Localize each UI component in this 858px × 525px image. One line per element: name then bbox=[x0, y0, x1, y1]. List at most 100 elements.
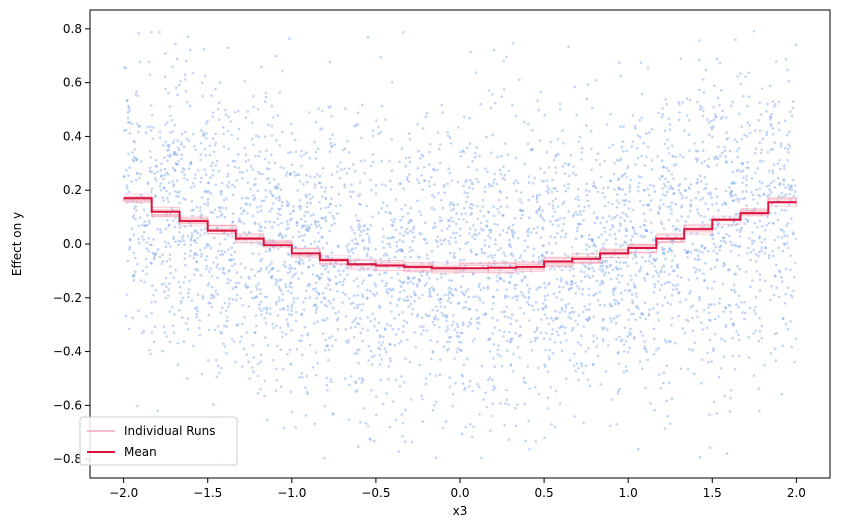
scatter-point bbox=[210, 293, 213, 297]
scatter-point bbox=[747, 95, 751, 99]
scatter-point bbox=[656, 303, 659, 306]
scatter-point bbox=[601, 268, 605, 271]
scatter-point bbox=[576, 366, 580, 370]
scatter-point bbox=[352, 336, 356, 339]
scatter-point bbox=[219, 189, 223, 193]
scatter-point bbox=[666, 190, 669, 193]
scatter-point bbox=[785, 224, 788, 227]
scatter-point bbox=[283, 260, 286, 264]
scatter-point bbox=[617, 302, 620, 306]
scatter-point bbox=[582, 421, 585, 425]
scatter-point bbox=[432, 288, 435, 291]
scatter-point bbox=[695, 309, 698, 313]
scatter-point bbox=[185, 322, 188, 325]
scatter-point bbox=[649, 208, 652, 211]
scatter-point bbox=[377, 346, 380, 350]
scatter-point bbox=[640, 312, 643, 315]
scatter-point bbox=[440, 229, 444, 232]
scatter-point bbox=[592, 294, 595, 297]
scatter-point bbox=[305, 195, 308, 199]
scatter-point bbox=[547, 283, 550, 286]
scatter-point bbox=[431, 320, 435, 324]
scatter-point bbox=[365, 228, 369, 231]
scatter-point bbox=[409, 229, 412, 233]
scatter-point bbox=[788, 186, 792, 189]
scatter-point bbox=[349, 195, 353, 199]
scatter-point bbox=[567, 315, 570, 319]
scatter-point bbox=[233, 185, 237, 189]
scatter-point bbox=[363, 246, 366, 249]
scatter-point bbox=[312, 213, 315, 216]
scatter-point bbox=[238, 340, 242, 344]
scatter-point bbox=[422, 329, 425, 332]
scatter-point bbox=[135, 200, 139, 204]
scatter-point bbox=[256, 374, 260, 378]
scatter-point bbox=[404, 299, 408, 303]
scatter-point bbox=[428, 290, 431, 293]
scatter-point bbox=[729, 249, 733, 253]
scatter-point bbox=[688, 292, 691, 295]
scatter-point bbox=[292, 273, 296, 277]
scatter-point bbox=[439, 143, 442, 146]
scatter-point bbox=[192, 239, 196, 243]
scatter-point bbox=[234, 286, 237, 289]
scatter-point bbox=[676, 219, 679, 222]
scatter-point bbox=[537, 366, 540, 370]
scatter-point bbox=[713, 400, 716, 404]
scatter-point bbox=[284, 285, 288, 289]
scatter-point bbox=[668, 123, 672, 126]
scatter-point bbox=[347, 151, 351, 154]
scatter-point bbox=[481, 251, 484, 254]
scatter-point bbox=[608, 233, 612, 237]
scatter-point bbox=[359, 331, 362, 335]
scatter-point bbox=[349, 375, 353, 378]
scatter-point bbox=[409, 218, 412, 222]
scatter-point bbox=[773, 332, 777, 336]
scatter-point bbox=[523, 276, 527, 280]
scatter-point bbox=[153, 325, 157, 329]
scatter-point bbox=[136, 171, 139, 175]
scatter-point bbox=[248, 377, 251, 380]
scatter-point bbox=[219, 193, 223, 196]
scatter-point bbox=[401, 282, 405, 285]
scatter-point bbox=[242, 347, 246, 351]
scatter-point bbox=[418, 231, 422, 235]
scatter-point bbox=[378, 363, 382, 366]
scatter-point bbox=[270, 207, 274, 210]
scatter-point bbox=[288, 37, 291, 41]
scatter-point bbox=[733, 181, 737, 185]
scatter-point bbox=[275, 197, 278, 200]
scatter-point bbox=[501, 176, 505, 180]
scatter-point bbox=[741, 190, 745, 193]
scatter-point bbox=[546, 407, 549, 410]
scatter-point bbox=[377, 321, 381, 325]
scatter-point bbox=[169, 272, 173, 275]
scatter-point bbox=[126, 111, 130, 114]
scatter-point bbox=[436, 309, 439, 313]
x-tick-label: 1.5 bbox=[703, 486, 722, 500]
scatter-point bbox=[300, 234, 304, 238]
scatter-point bbox=[227, 180, 231, 184]
scatter-point bbox=[670, 294, 674, 297]
scatter-point bbox=[311, 366, 315, 369]
scatter-point bbox=[685, 318, 688, 322]
scatter-point bbox=[623, 350, 626, 353]
scatter-point bbox=[287, 253, 291, 257]
scatter-point bbox=[286, 240, 290, 244]
scatter-point bbox=[306, 284, 310, 288]
scatter-point bbox=[338, 273, 342, 276]
scatter-point bbox=[787, 151, 790, 154]
scatter-point bbox=[307, 265, 310, 269]
scatter-point bbox=[230, 264, 234, 268]
scatter-point bbox=[294, 272, 298, 275]
scatter-point bbox=[686, 367, 690, 371]
scatter-point bbox=[337, 269, 340, 272]
scatter-point bbox=[195, 260, 198, 263]
scatter-point bbox=[456, 325, 460, 328]
scatter-point bbox=[158, 185, 162, 188]
scatter-point bbox=[772, 133, 775, 136]
scatter-point bbox=[391, 400, 395, 403]
scatter-point bbox=[327, 348, 331, 352]
scatter-point bbox=[264, 188, 268, 192]
scatter-point bbox=[740, 226, 743, 229]
